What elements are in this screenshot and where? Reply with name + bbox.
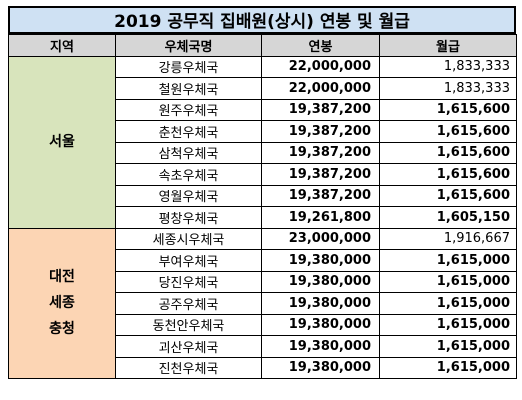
monthly-cell: 1,615,600	[379, 184, 517, 207]
table-row: 서울 강릉우체국 22,000,000 1,833,333	[8, 55, 517, 229]
office-cell: 부여우체국	[115, 249, 262, 272]
salary-cell: 19,380,000	[261, 313, 380, 336]
table-row: 괴산우체국 19,380,000 1,615,000	[9, 335, 517, 358]
monthly-cell: 1,615,000	[379, 356, 517, 379]
table-row: 진천우체국 19,380,000 1,615,000	[9, 356, 517, 379]
header-salary: 연봉	[261, 34, 380, 57]
monthly-cell: 1,615,600	[379, 98, 517, 121]
region-cell-seoul: 서울	[8, 55, 116, 229]
table-row: 철원우체국 22,000,000 1,833,333	[9, 77, 517, 100]
table-row: 당진우체국 19,380,000 1,615,000	[9, 270, 517, 293]
salary-cell: 19,387,200	[261, 184, 380, 207]
region-cell-daejeon-sejong-chungcheong: 대전 세종 충청	[8, 227, 116, 379]
monthly-cell: 1,615,000	[379, 270, 517, 293]
monthly-cell: 1,615,000	[379, 335, 517, 358]
salary-cell: 22,000,000	[261, 55, 380, 78]
monthly-cell: 1,615,000	[379, 249, 517, 272]
salary-cell: 23,000,000	[261, 227, 380, 250]
office-cell: 괴산우체국	[115, 335, 262, 358]
office-cell: 강릉우체국	[115, 55, 262, 78]
salary-cell: 19,380,000	[261, 270, 380, 293]
header-row: 지역 우체국명 연봉 월급	[8, 34, 517, 57]
office-cell: 속초우체국	[115, 163, 262, 186]
monthly-cell: 1,615,600	[379, 141, 517, 164]
header-region: 지역	[8, 34, 116, 57]
salary-cell: 19,387,200	[261, 98, 380, 121]
salary-cell: 19,387,200	[261, 163, 380, 186]
table-row: 부여우체국 19,380,000 1,615,000	[9, 249, 517, 272]
salary-cell: 19,387,200	[261, 120, 380, 143]
salary-table: 지역 우체국명 연봉 월급 서울 강릉우체국 22,000,000 1,833,…	[8, 34, 517, 379]
monthly-cell: 1,916,667	[379, 227, 517, 250]
header-office: 우체국명	[115, 34, 262, 57]
salary-cell: 19,380,000	[261, 356, 380, 379]
salary-cell: 19,380,000	[261, 335, 380, 358]
office-cell: 영월우체국	[115, 184, 262, 207]
monthly-cell: 1,833,333	[379, 77, 517, 100]
office-cell: 삼척우체국	[115, 141, 262, 164]
table-row: 영월우체국 19,387,200 1,615,600	[9, 184, 517, 207]
monthly-cell: 1,615,600	[379, 120, 517, 143]
header-monthly: 월급	[379, 34, 517, 57]
region-label-line: 세종	[49, 295, 75, 312]
table-row: 원주우체국 19,387,200 1,615,600	[9, 98, 517, 121]
sheet-bottom-margin	[0, 394, 522, 400]
monthly-cell: 1,615,000	[379, 313, 517, 336]
office-cell: 공주우체국	[115, 292, 262, 315]
table-row: 평창우체국 19,261,800 1,605,150	[9, 206, 517, 229]
salary-cell: 19,261,800	[261, 206, 380, 229]
salary-cell: 19,380,000	[261, 292, 380, 315]
salary-cell: 19,380,000	[261, 249, 380, 272]
table-row: 삼척우체국 19,387,200 1,615,600	[9, 141, 517, 164]
salary-cell: 19,387,200	[261, 141, 380, 164]
sheet-title: 2019 공무직 집배원(상시) 연봉 및 월급	[8, 6, 516, 34]
office-cell: 춘천우체국	[115, 120, 262, 143]
region-label: 서울	[49, 134, 75, 150]
monthly-cell: 1,605,150	[379, 206, 517, 229]
salary-cell: 22,000,000	[261, 77, 380, 100]
salary-sheet: 2019 공무직 집배원(상시) 연봉 및 월급 지역 우체국명 연봉 월급 서…	[8, 6, 517, 379]
office-cell: 철원우체국	[115, 77, 262, 100]
table-row: 속초우체국 19,387,200 1,615,600	[9, 163, 517, 186]
table-row: 대전 세종 충청 세종시우체국 23,000,000 1,916,667	[8, 227, 517, 379]
monthly-cell: 1,833,333	[379, 55, 517, 78]
office-cell: 당진우체국	[115, 270, 262, 293]
office-cell: 동천안우체국	[115, 313, 262, 336]
region-label-line: 대전	[49, 269, 75, 286]
region-label-line: 충청	[49, 321, 75, 338]
monthly-cell: 1,615,600	[379, 163, 517, 186]
office-cell: 원주우체국	[115, 98, 262, 121]
office-cell: 세종시우체국	[115, 227, 262, 250]
office-cell: 평창우체국	[115, 206, 262, 229]
monthly-cell: 1,615,000	[379, 292, 517, 315]
office-cell: 진천우체국	[115, 356, 262, 379]
